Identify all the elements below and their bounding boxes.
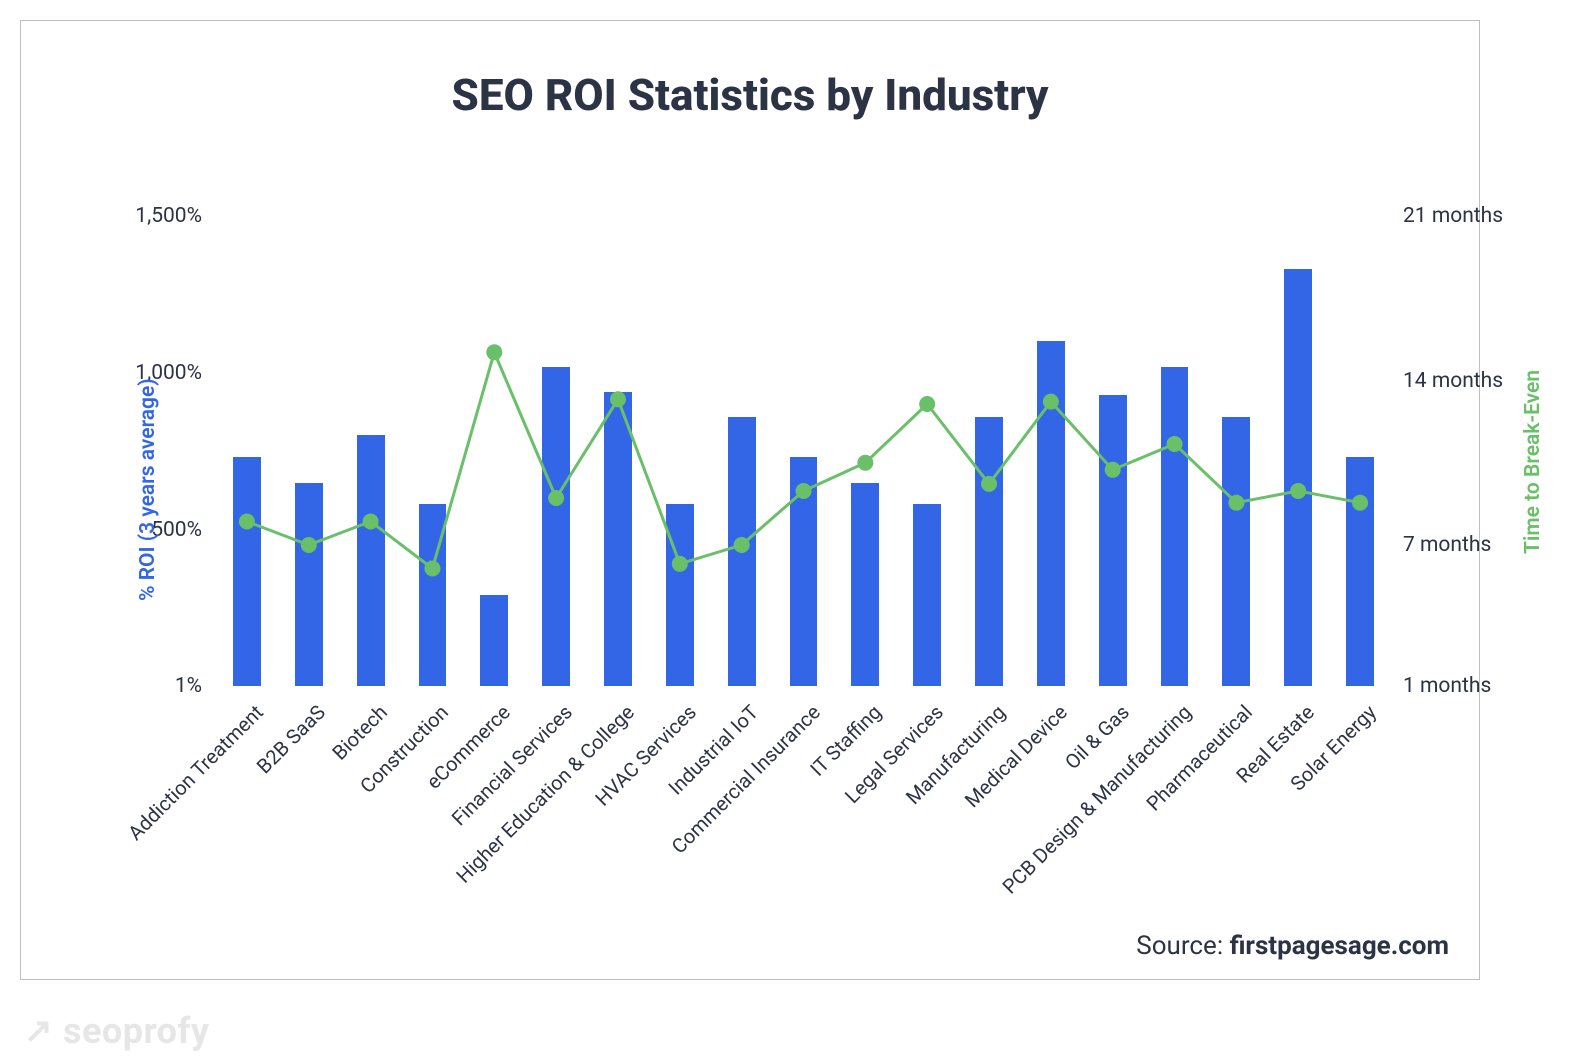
line-series — [216, 216, 1391, 686]
chart-frame: SEO ROI Statistics by Industry 1%500%1,0… — [20, 20, 1480, 980]
watermark-text: seoprofy — [63, 1010, 209, 1052]
watermark: ↗ seoprofy — [24, 1010, 209, 1052]
y-right-tick: 7 months — [1403, 533, 1491, 557]
source-label: Source: — [1136, 931, 1223, 961]
y-right-axis-label: Time to Break-Even — [1521, 370, 1545, 554]
y-left-axis-label: % ROI (3 years average) — [136, 379, 160, 602]
source-value: firstpagesage.com — [1230, 931, 1449, 961]
y-right-tick: 21 months — [1403, 204, 1503, 228]
y-right-tick: 14 months — [1403, 369, 1503, 393]
plot-area — [216, 216, 1391, 686]
y-left-tick: 1% — [175, 674, 202, 698]
arrow-icon: ↗ — [24, 1014, 53, 1048]
chart-title: SEO ROI Statistics by Industry — [21, 69, 1479, 121]
y-left-tick: 1,500% — [135, 204, 202, 228]
source-caption: Source: firstpagesage.com — [1136, 931, 1449, 961]
y-right-tick: 1 months — [1403, 674, 1491, 698]
